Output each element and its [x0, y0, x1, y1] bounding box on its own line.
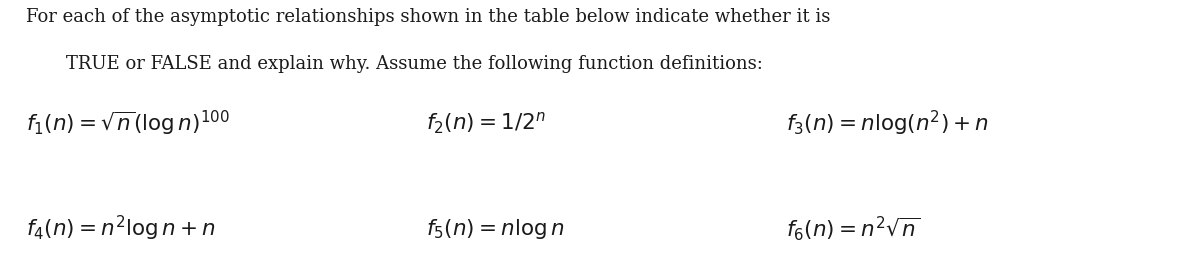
Text: $f_5(n) = n\log n$: $f_5(n) = n\log n$: [426, 217, 565, 240]
Text: $f_3(n) = n\log(n^2) + n$: $f_3(n) = n\log(n^2) + n$: [786, 109, 989, 138]
Text: $f_2(n) = 1/2^n$: $f_2(n) = 1/2^n$: [426, 111, 546, 136]
Text: TRUE or FALSE and explain why. Assume the following function definitions:: TRUE or FALSE and explain why. Assume th…: [66, 55, 763, 73]
Text: $f_4(n) = n^2 \log n + n$: $f_4(n) = n^2 \log n + n$: [26, 214, 216, 243]
Text: $f_1(n) = \sqrt{n}(\log n)^{100}$: $f_1(n) = \sqrt{n}(\log n)^{100}$: [26, 109, 230, 138]
Text: $f_6(n) = n^2\sqrt{n}$: $f_6(n) = n^2\sqrt{n}$: [786, 214, 920, 243]
Text: For each of the asymptotic relationships shown in the table below indicate wheth: For each of the asymptotic relationships…: [26, 8, 830, 26]
